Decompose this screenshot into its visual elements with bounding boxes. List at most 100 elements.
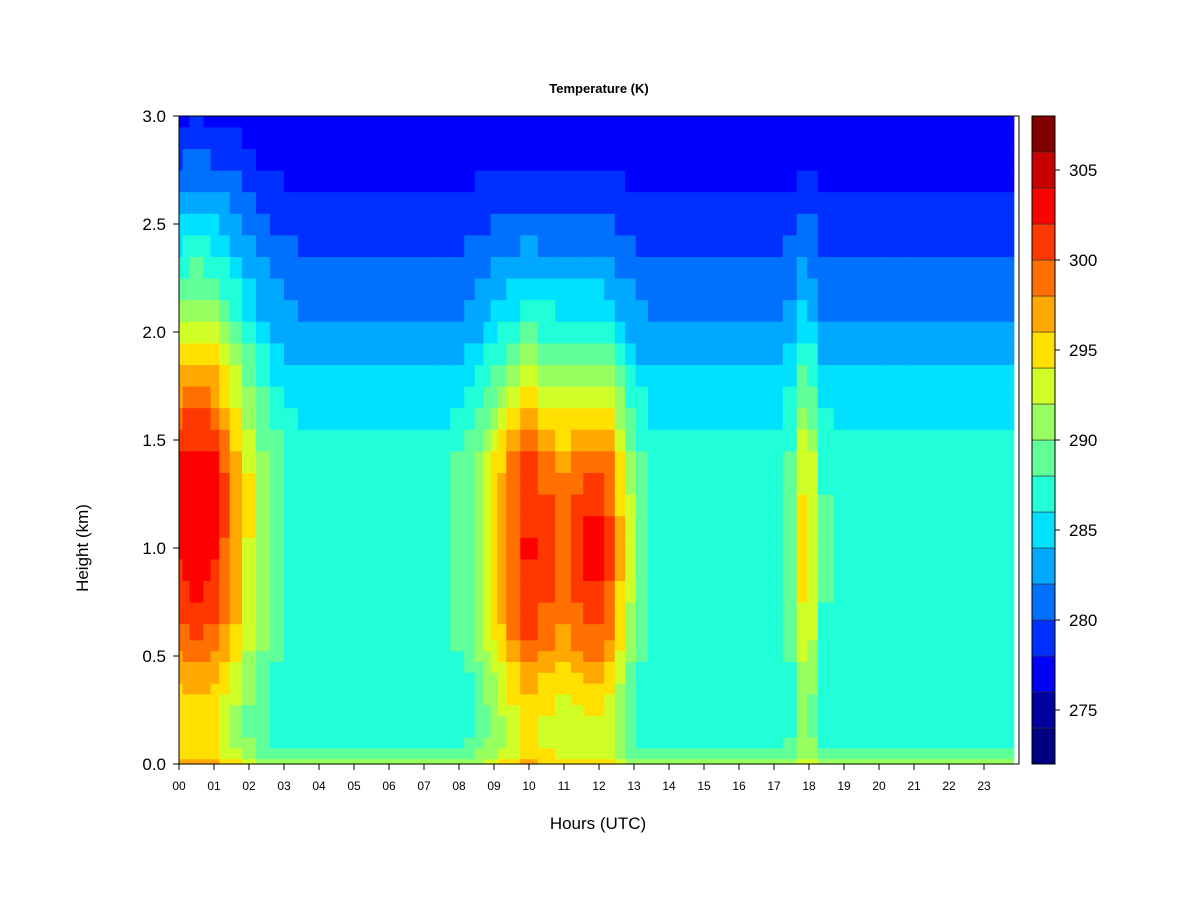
heatmap-cell xyxy=(256,407,271,430)
heatmap-cell xyxy=(490,693,499,706)
heatmap-cell xyxy=(887,494,906,517)
heatmap-cell xyxy=(807,683,819,695)
heatmap-cell xyxy=(635,747,649,760)
heatmap-cell xyxy=(474,321,485,344)
heatmap-cell xyxy=(905,672,933,684)
heatmap-cell xyxy=(604,515,616,538)
heatmap-cell xyxy=(614,650,626,662)
heatmap-cell xyxy=(614,683,626,695)
heatmap-cell xyxy=(966,672,999,684)
heatmap-cell xyxy=(555,321,572,344)
x-tick-label: 13 xyxy=(627,779,641,793)
heatmap-cell xyxy=(450,278,465,301)
heatmap-cell xyxy=(406,515,434,538)
heatmap-cell xyxy=(497,580,507,603)
heatmap-cell xyxy=(229,148,243,171)
heatmap-cell xyxy=(336,116,373,128)
heatmap-cell xyxy=(203,693,212,706)
heatmap-cell xyxy=(371,580,408,603)
heatmap-cell xyxy=(571,758,584,765)
heatmap-cell xyxy=(721,494,758,517)
heatmap-cell xyxy=(817,494,835,517)
heatmap-cell xyxy=(604,537,616,560)
heatmap-cell xyxy=(571,737,584,749)
heatmap-cell xyxy=(298,299,313,322)
heatmap-cell xyxy=(432,639,451,652)
heatmap-cell xyxy=(721,321,758,344)
heatmap-cell xyxy=(483,191,492,214)
heatmap-cell xyxy=(506,726,521,738)
heatmap-cell xyxy=(203,650,212,662)
heatmap-cell xyxy=(721,672,758,684)
heatmap-cell xyxy=(506,693,521,706)
heatmap-cell xyxy=(861,234,889,257)
heatmap-cell xyxy=(182,116,191,128)
heatmap-cell xyxy=(203,704,212,716)
heatmap-cell xyxy=(833,726,863,738)
heatmap-cell xyxy=(490,386,499,409)
heatmap-cell xyxy=(861,580,889,603)
heatmap-cells xyxy=(179,116,1015,765)
heatmap-cell xyxy=(196,747,205,760)
heatmap-cell xyxy=(312,191,338,214)
heatmap-cell xyxy=(571,278,584,301)
heatmap-cell xyxy=(219,234,231,257)
heatmap-cell xyxy=(189,342,198,365)
heatmap-cell xyxy=(571,342,584,365)
heatmap-cell xyxy=(756,386,784,409)
heatmap-cell xyxy=(721,650,758,662)
heatmap-cell xyxy=(537,704,556,716)
heatmap-cell xyxy=(506,639,521,652)
heatmap-cell xyxy=(371,234,408,257)
heatmap-cell xyxy=(242,661,257,673)
heatmap-cell xyxy=(336,364,373,387)
heatmap-cell xyxy=(464,116,476,128)
heatmap-cell xyxy=(406,602,434,625)
heatmap-cell xyxy=(450,299,465,322)
heatmap-cell xyxy=(483,639,492,652)
heatmap-cell xyxy=(196,661,205,673)
heatmap-cell xyxy=(905,126,933,149)
heatmap-cell xyxy=(817,623,835,641)
heatmap-cell xyxy=(796,234,808,257)
heatmap-cell xyxy=(537,364,556,387)
y-axis-label: Height (km) xyxy=(73,504,92,592)
heatmap-cell xyxy=(931,321,968,344)
heatmap-cell xyxy=(555,364,572,387)
heatmap-cell xyxy=(905,758,933,765)
heatmap-cell xyxy=(625,364,637,387)
heatmap-cell xyxy=(796,407,808,430)
heatmap-cell xyxy=(905,191,933,214)
heatmap-cell xyxy=(614,386,626,409)
heatmap-cell xyxy=(905,494,933,517)
heatmap-cell xyxy=(497,278,507,301)
heatmap-cell xyxy=(520,170,539,193)
heatmap-cell xyxy=(474,661,485,673)
heatmap-cell xyxy=(571,450,584,473)
heatmap-cell xyxy=(506,672,521,684)
heatmap-cell xyxy=(796,386,808,409)
heatmap-cell xyxy=(537,650,556,662)
heatmap-cell xyxy=(270,407,285,430)
heatmap-cell xyxy=(219,472,231,495)
heatmap-cell xyxy=(807,299,819,322)
heatmap-cell xyxy=(887,407,906,430)
heatmap-cell xyxy=(614,558,626,581)
heatmap-cell xyxy=(833,672,863,684)
heatmap-cell xyxy=(537,580,556,603)
heatmap-cell xyxy=(506,386,521,409)
heatmap-cell xyxy=(312,342,338,365)
heatmap-cell xyxy=(604,278,616,301)
heatmap-cell xyxy=(229,558,243,581)
heatmap-cell xyxy=(635,116,649,128)
heatmap-cell xyxy=(686,515,723,538)
heatmap-cell xyxy=(662,429,688,452)
heatmap-cell xyxy=(464,683,476,695)
heatmap-cell xyxy=(931,515,968,538)
heatmap-cell xyxy=(583,672,595,684)
heatmap-cell xyxy=(483,386,492,409)
heatmap-cell xyxy=(583,364,595,387)
heatmap-cell xyxy=(583,693,595,706)
heatmap-cell xyxy=(635,170,649,193)
heatmap-cell xyxy=(179,515,184,538)
